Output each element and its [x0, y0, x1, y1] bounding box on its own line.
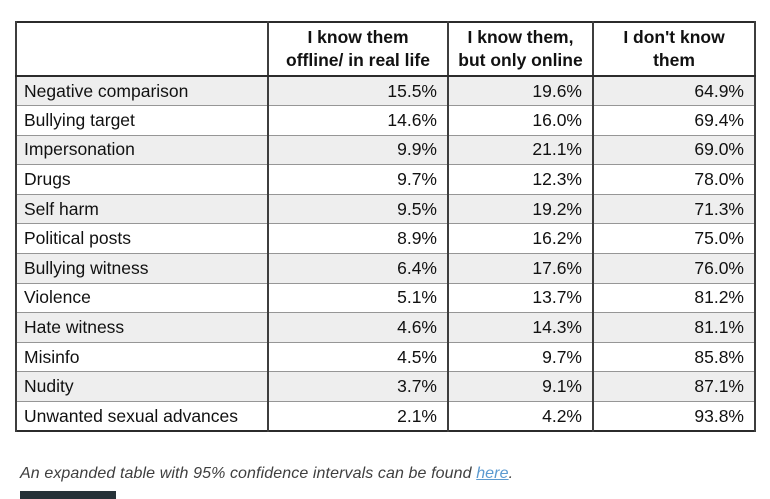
cell-value: 13.7%: [447, 282, 594, 314]
cell-value: 85.8%: [592, 341, 756, 373]
cell-value: 3.7%: [267, 371, 449, 403]
cell-value: 87.1%: [592, 371, 756, 403]
row-label: Self harm: [15, 193, 269, 225]
table-row: Negative comparison 15.5% 19.6% 64.9%: [15, 75, 756, 107]
row-label: Misinfo: [15, 341, 269, 373]
table-row: Self harm 9.5% 19.2% 71.3%: [15, 193, 756, 225]
column-header-2: I don't know them: [592, 21, 756, 77]
cell-value: 2.1%: [267, 401, 449, 432]
header-row: I know them offline/ in real life I know t…: [15, 21, 756, 77]
cell-value: 69.0%: [592, 134, 756, 166]
survey-results-table: I know them offline/ in real life I know t…: [15, 21, 756, 433]
table-row: Bullying target 14.6% 16.0% 69.4%: [15, 105, 756, 136]
cell-value: 19.6%: [447, 75, 594, 107]
partial-next-element: [20, 491, 116, 499]
caption-text-after: .: [508, 465, 514, 482]
cell-value: 78.0%: [592, 164, 756, 195]
table-row: Bullying witness 6.4% 17.6% 76.0%: [15, 253, 756, 284]
row-label: Bullying target: [15, 105, 269, 136]
cell-value: 16.2%: [447, 223, 594, 255]
table-row: Unwanted sexual advances 2.1% 4.2% 93.8%: [15, 401, 756, 432]
corner-cell: [15, 21, 269, 77]
column-header-0: I know them offline/ in real life: [267, 21, 449, 77]
expanded-table-link[interactable]: here: [476, 465, 509, 482]
cell-value: 76.0%: [592, 253, 756, 284]
table-caption: An expanded table with 95% confidence in…: [20, 465, 513, 483]
table-row: Impersonation 9.9% 21.1% 69.0%: [15, 134, 756, 166]
row-label: Unwanted sexual advances: [15, 401, 269, 432]
cell-value: 81.1%: [592, 312, 756, 343]
cell-value: 4.5%: [267, 341, 449, 373]
row-label: Violence: [15, 282, 269, 314]
cell-value: 19.2%: [447, 193, 594, 225]
cell-value: 81.2%: [592, 282, 756, 314]
table-body: Negative comparison 15.5% 19.6% 64.9% Bullyi…: [15, 75, 756, 432]
cell-value: 64.9%: [592, 75, 756, 107]
cell-value: 16.0%: [447, 105, 594, 136]
cell-value: 14.3%: [447, 312, 594, 343]
cell-value: 71.3%: [592, 193, 756, 225]
cell-value: 12.3%: [447, 164, 594, 195]
cell-value: 93.8%: [592, 401, 756, 432]
table-row: Misinfo 4.5% 9.7% 85.8%: [15, 341, 756, 373]
cell-value: 21.1%: [447, 134, 594, 166]
caption-text-before: An expanded table with 95% confidence in…: [20, 465, 477, 482]
row-label: Negative comparison: [15, 75, 269, 107]
table-row: Violence 5.1% 13.7% 81.2%: [15, 282, 756, 314]
cell-value: 75.0%: [592, 223, 756, 255]
cell-value: 69.4%: [592, 105, 756, 136]
cell-value: 17.6%: [447, 253, 594, 284]
table-row: Political posts 8.9% 16.2% 75.0%: [15, 223, 756, 255]
row-label: Bullying witness: [15, 253, 269, 284]
table-row: Nudity 3.7% 9.1% 87.1%: [15, 371, 756, 403]
table-row: Drugs 9.7% 12.3% 78.0%: [15, 164, 756, 195]
cell-value: 4.6%: [267, 312, 449, 343]
cell-value: 5.1%: [267, 282, 449, 314]
cell-value: 9.5%: [267, 193, 449, 225]
cell-value: 14.6%: [267, 105, 449, 136]
row-label: Impersonation: [15, 134, 269, 166]
row-label: Hate witness: [15, 312, 269, 343]
cell-value: 6.4%: [267, 253, 449, 284]
row-label: Drugs: [15, 164, 269, 195]
cell-value: 9.7%: [267, 164, 449, 195]
cell-value: 4.2%: [447, 401, 594, 432]
cell-value: 8.9%: [267, 223, 449, 255]
cell-value: 9.9%: [267, 134, 449, 166]
column-header-1: I know them, but only online: [447, 21, 594, 77]
cell-value: 9.7%: [447, 341, 594, 373]
row-label: Political posts: [15, 223, 269, 255]
row-label: Nudity: [15, 371, 269, 403]
cell-value: 9.1%: [447, 371, 594, 403]
table-row: Hate witness 4.6% 14.3% 81.1%: [15, 312, 756, 343]
cell-value: 15.5%: [267, 75, 449, 107]
